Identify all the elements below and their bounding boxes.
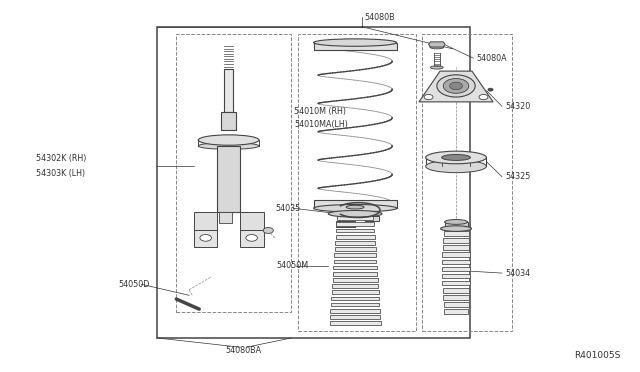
Ellipse shape: [198, 142, 259, 149]
Polygon shape: [337, 216, 373, 220]
Polygon shape: [445, 222, 467, 229]
Text: 54303K (LH): 54303K (LH): [36, 169, 85, 177]
Polygon shape: [335, 247, 376, 251]
Text: 54080A: 54080A: [476, 54, 507, 62]
Polygon shape: [333, 278, 378, 282]
Polygon shape: [335, 241, 375, 245]
Ellipse shape: [198, 135, 259, 145]
Polygon shape: [365, 216, 379, 221]
Text: 54325: 54325: [505, 172, 531, 181]
Text: 54050D: 54050D: [119, 280, 150, 289]
Text: 54050M: 54050M: [276, 261, 308, 270]
Polygon shape: [333, 272, 377, 276]
Polygon shape: [334, 260, 376, 263]
Polygon shape: [443, 295, 469, 300]
Text: 54010MA(LH): 54010MA(LH): [294, 121, 348, 129]
Polygon shape: [314, 200, 397, 208]
Polygon shape: [444, 309, 468, 314]
Text: 54080BA: 54080BA: [225, 346, 261, 355]
Polygon shape: [442, 253, 470, 257]
Text: 54302K (RH): 54302K (RH): [36, 154, 86, 163]
Ellipse shape: [314, 205, 397, 212]
Polygon shape: [219, 212, 232, 223]
Polygon shape: [193, 231, 217, 247]
Polygon shape: [314, 42, 397, 50]
Polygon shape: [346, 207, 364, 214]
Polygon shape: [442, 281, 470, 285]
Polygon shape: [332, 291, 378, 294]
Polygon shape: [336, 229, 374, 232]
Ellipse shape: [346, 205, 364, 209]
Ellipse shape: [328, 211, 382, 217]
Circle shape: [444, 78, 468, 93]
Polygon shape: [337, 222, 374, 226]
Text: 54034: 54034: [505, 269, 531, 278]
Text: 54320: 54320: [505, 102, 531, 111]
Polygon shape: [217, 146, 240, 212]
Polygon shape: [332, 284, 378, 288]
Polygon shape: [330, 321, 381, 325]
Ellipse shape: [445, 219, 467, 224]
Circle shape: [479, 94, 488, 100]
Polygon shape: [330, 309, 380, 312]
Ellipse shape: [426, 160, 486, 173]
Text: 54080B: 54080B: [365, 13, 396, 22]
Polygon shape: [240, 231, 264, 247]
Polygon shape: [240, 212, 264, 231]
Text: 54010M (RH): 54010M (RH): [294, 108, 346, 116]
Circle shape: [263, 228, 273, 234]
Ellipse shape: [430, 45, 444, 49]
Polygon shape: [335, 235, 374, 238]
Circle shape: [488, 88, 493, 91]
Ellipse shape: [431, 66, 444, 69]
Text: 54035: 54035: [275, 204, 301, 213]
Polygon shape: [224, 69, 233, 112]
Polygon shape: [443, 238, 469, 243]
Polygon shape: [332, 296, 379, 300]
Text: R401005S: R401005S: [574, 351, 620, 360]
Polygon shape: [444, 302, 468, 307]
Polygon shape: [444, 231, 468, 236]
Polygon shape: [193, 212, 217, 231]
Polygon shape: [442, 267, 470, 271]
Polygon shape: [443, 288, 470, 292]
Polygon shape: [442, 260, 470, 264]
Polygon shape: [442, 274, 470, 278]
Ellipse shape: [442, 154, 470, 160]
Polygon shape: [419, 71, 493, 102]
Ellipse shape: [314, 39, 397, 46]
Ellipse shape: [426, 151, 486, 164]
Circle shape: [424, 94, 433, 100]
Circle shape: [246, 235, 257, 241]
Polygon shape: [333, 266, 377, 269]
Ellipse shape: [440, 226, 472, 231]
Circle shape: [437, 75, 475, 97]
Polygon shape: [331, 303, 380, 307]
Circle shape: [450, 82, 463, 90]
Polygon shape: [336, 221, 355, 227]
Circle shape: [200, 235, 211, 241]
Polygon shape: [330, 315, 380, 319]
Polygon shape: [334, 253, 376, 257]
Polygon shape: [443, 245, 470, 250]
Polygon shape: [429, 42, 445, 47]
Polygon shape: [221, 112, 236, 131]
